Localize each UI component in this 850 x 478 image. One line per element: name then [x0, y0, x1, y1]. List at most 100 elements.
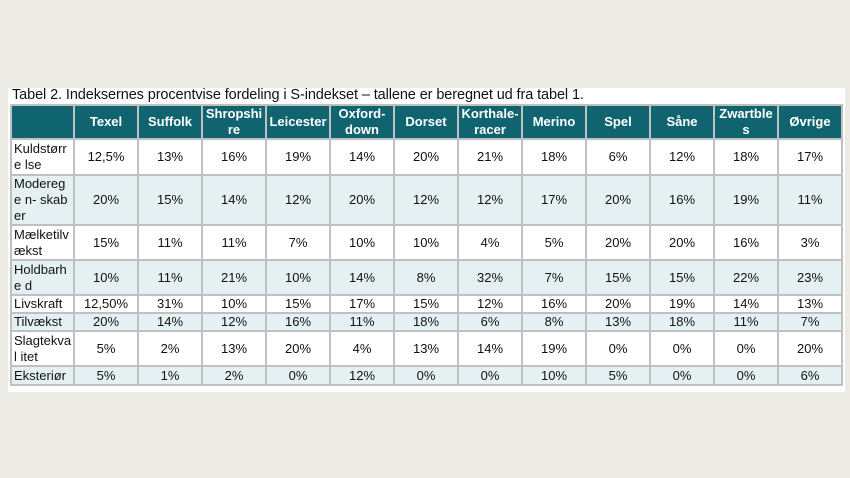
table-cell: 2%: [137, 330, 203, 367]
table-cell: 15%: [393, 294, 459, 314]
table-cell: 0%: [713, 330, 779, 367]
table-cell: 20%: [73, 174, 139, 226]
table-cell: 20%: [585, 224, 651, 261]
column-header: Suffolk: [137, 104, 203, 140]
table-cell: 19%: [265, 138, 331, 176]
table-cell: 12%: [457, 174, 523, 226]
table-cell: 19%: [649, 294, 715, 314]
row-label: Eksteriør: [10, 365, 75, 386]
table-cell: 12%: [393, 174, 459, 226]
table-cell: 7%: [521, 259, 587, 296]
column-header: Shropshi re: [201, 104, 267, 140]
table-cell: 15%: [649, 259, 715, 296]
table-cell: 0%: [585, 330, 651, 367]
table-cell: 20%: [585, 174, 651, 226]
table-cell: 16%: [521, 294, 587, 314]
table-cell: 19%: [521, 330, 587, 367]
table-cell: 15%: [137, 174, 203, 226]
table-cell: 20%: [265, 330, 331, 367]
column-header: Korthale- racer: [457, 104, 523, 140]
table-cell: 0%: [713, 365, 779, 386]
table-cell: 12,5%: [73, 138, 139, 176]
column-header: Øvrige: [777, 104, 843, 140]
table-cell: 22%: [713, 259, 779, 296]
table-cell: 20%: [329, 174, 395, 226]
table-cell: 20%: [73, 312, 139, 332]
column-header: Dorset: [393, 104, 459, 140]
table-cell: 14%: [713, 294, 779, 314]
table-cell: 6%: [777, 365, 843, 386]
table-cell: 10%: [329, 224, 395, 261]
table-cell: 21%: [201, 259, 267, 296]
table-caption: Tabel 2. Indeksernes procentvise fordeli…: [12, 87, 584, 103]
table-row: Holdbarhe d 10% 11% 21% 10% 14% 8% 32% 7% 15% 15% 2…: [10, 259, 843, 296]
table-cell: 5%: [73, 365, 139, 386]
table-cell: 6%: [585, 138, 651, 176]
table-cell: 14%: [201, 174, 267, 226]
table-cell: 10%: [521, 365, 587, 386]
row-label: Livskraft: [10, 294, 75, 314]
table-cell: 8%: [521, 312, 587, 332]
table-row: Moderege n- skaber 20% 15% 14% 12% 20% 12% 12% 1…: [10, 174, 843, 226]
table-cell: 12%: [329, 365, 395, 386]
table-cell: 2%: [201, 365, 267, 386]
table-cell: 12,50%: [73, 294, 139, 314]
table-cell: 14%: [329, 138, 395, 176]
table-cell: 15%: [265, 294, 331, 314]
table-cell: 13%: [777, 294, 843, 314]
table-cell: 0%: [393, 365, 459, 386]
table-cell: 20%: [585, 294, 651, 314]
row-label: Holdbarhe d: [10, 259, 75, 296]
table-cell: 14%: [329, 259, 395, 296]
table-cell: 11%: [137, 259, 203, 296]
table-cell: 20%: [649, 224, 715, 261]
column-header: Oxford- down: [329, 104, 395, 140]
table-cell: 6%: [457, 312, 523, 332]
column-header: Leicester: [265, 104, 331, 140]
table-cell: 18%: [649, 312, 715, 332]
table-cell: 1%: [137, 365, 203, 386]
table-cell: 20%: [777, 330, 843, 367]
table-cell: 16%: [649, 174, 715, 226]
table-cell: 4%: [329, 330, 395, 367]
header-corner-cell: [10, 104, 75, 140]
table-cell: 13%: [201, 330, 267, 367]
table-cell: 12%: [457, 294, 523, 314]
table-cell: 0%: [265, 365, 331, 386]
table-cell: 17%: [777, 138, 843, 176]
table-body: Kuldstørre lse 12,5% 13% 16% 19% 14% 20% 21% 18%…: [10, 138, 843, 386]
table-cell: 5%: [73, 330, 139, 367]
table-cell: 15%: [585, 259, 651, 296]
table-cell: 5%: [521, 224, 587, 261]
table-cell: 17%: [329, 294, 395, 314]
table-cell: 4%: [457, 224, 523, 261]
column-header: Såne: [649, 104, 715, 140]
table-row: Mælketilv ækst 15% 11% 11% 7% 10% 10% 4% 5% 20% 20…: [10, 224, 843, 261]
table-cell: 11%: [137, 224, 203, 261]
table-cell: 14%: [457, 330, 523, 367]
table-cell: 12%: [265, 174, 331, 226]
row-label: Mælketilv ækst: [10, 224, 75, 261]
column-header: Texel: [73, 104, 139, 140]
table-cell: 16%: [713, 224, 779, 261]
table-cell: 7%: [265, 224, 331, 261]
table-cell: 16%: [201, 138, 267, 176]
table-row: Slagtekval itet 5% 2% 13% 20% 4% 13% 14% 19% 0% 0%…: [10, 330, 843, 367]
header-row: Texel Suffolk Shropshi re Leicester Oxford- …: [10, 104, 843, 140]
table-cell: 17%: [521, 174, 587, 226]
table-cell: 0%: [649, 365, 715, 386]
column-header: Spel: [585, 104, 651, 140]
row-label: Moderege n- skaber: [10, 174, 75, 226]
table-cell: 13%: [137, 138, 203, 176]
table-cell: 23%: [777, 259, 843, 296]
table-cell: 21%: [457, 138, 523, 176]
table-cell: 18%: [393, 312, 459, 332]
table-cell: 8%: [393, 259, 459, 296]
table-cell: 11%: [713, 312, 779, 332]
table-cell: 3%: [777, 224, 843, 261]
table-cell: 7%: [777, 312, 843, 332]
table-cell: 11%: [201, 224, 267, 261]
table-cell: 15%: [73, 224, 139, 261]
table-cell: 10%: [201, 294, 267, 314]
table-cell: 31%: [137, 294, 203, 314]
